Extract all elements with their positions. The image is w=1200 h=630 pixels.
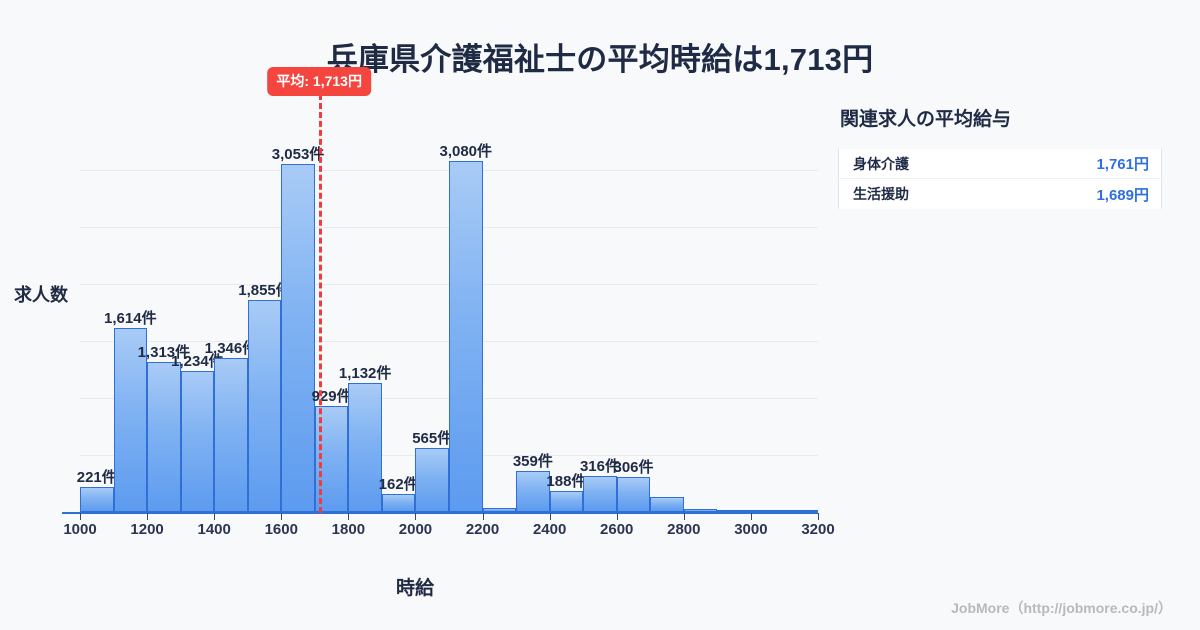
bar[interactable] [583,475,617,512]
bar-value-label: 316件 [579,457,620,475]
x-tick [147,513,149,520]
page-title: 兵庫県介護福祉士の平均時給は1,713円 [326,42,874,77]
bar[interactable] [549,490,584,512]
bar-value-label: 3,053件 [271,145,325,163]
bar-value-label: 1,346件 [204,340,258,358]
x-axis-title: 時給 [395,578,434,599]
mean-badge: 平均: 1,713円 [267,67,371,96]
bar[interactable] [281,163,315,512]
x-tick [549,513,551,520]
x-tick-label: 2800 [667,521,701,538]
bar-value-label: 1,132件 [338,364,392,382]
bar-value-label: 1,313件 [137,344,191,362]
bar-value-label: 162件 [378,475,419,493]
salary-value: 1,689円 [1096,186,1149,204]
mean-line [319,94,323,513]
bar-value-label: 359件 [512,453,553,471]
related-salary-table: 身体介護 1,761円生活援助 1,689円 [838,149,1162,209]
bar[interactable] [650,496,684,512]
x-tick [616,513,618,520]
bar[interactable] [180,371,215,512]
bar-value-label: 1,614件 [104,309,157,327]
bar[interactable] [348,382,382,512]
bar-value-label: 221件 [76,468,117,486]
x-tick [415,513,417,520]
x-tick-label: 1000 [63,521,97,538]
salary-category-label: 生活援助 [853,186,909,202]
bar-value-label: 1,855件 [238,282,291,300]
table-row[interactable]: 身体介護 1,761円 [839,149,1161,179]
bar[interactable] [113,327,148,512]
x-tick-label: 1400 [197,521,231,538]
bar[interactable] [147,362,181,512]
x-tick [281,513,283,520]
bar[interactable] [80,486,114,512]
bar-value-label: 3,080件 [439,142,493,160]
x-tick [750,513,752,520]
bar-value-label: 188件 [546,472,587,490]
bar-value-label: 1,234件 [171,353,224,371]
bar-value-label: 565件 [412,429,453,447]
x-tick-label: 2400 [532,521,567,538]
footer-watermark: JobMore（http://jobmore.co.jp/） [951,600,1172,616]
y-axis-title: 求人数 [14,285,68,305]
x-tick [818,513,819,520]
bar[interactable] [381,493,416,512]
bar[interactable] [482,507,517,512]
bar[interactable] [683,508,718,512]
x-tick-label: 1800 [331,521,366,538]
bar[interactable] [750,510,785,512]
bar[interactable] [247,300,282,512]
x-tick-label: 2600 [600,521,634,538]
x-axis-baseline [62,512,818,514]
bar[interactable] [784,510,818,512]
x-tick-label: 2000 [398,521,433,538]
bar-value-label: 929件 [311,388,352,406]
related-salary-panel: 関連求人の平均給与 身体介護 1,761円生活援助 1,689円 [838,104,1162,209]
plot-area: 221件 1,614件 1,313件 1,234件 1,346件 1,855件 3,053件… [62,67,835,538]
bar[interactable] [415,447,449,512]
salary-category-label: 身体介護 [853,155,909,172]
x-tick [348,513,350,520]
x-tick [683,513,685,520]
bar[interactable] [717,510,751,512]
x-tick [482,513,484,520]
x-tick-label: 2200 [465,521,500,538]
bar-value-label: 306件 [613,459,654,477]
x-tick-label: 3000 [734,521,768,538]
bar[interactable] [616,477,651,512]
x-tick [80,513,81,520]
table-row[interactable]: 生活援助 1,689円 [839,179,1161,209]
x-tick-label: 3200 [801,521,835,538]
bar[interactable] [516,471,550,512]
related-salary-title: 関連求人の平均給与 [840,109,1012,130]
salary-value: 1,761円 [1096,156,1149,173]
bar[interactable] [449,160,483,512]
x-tick-label: 1600 [264,521,298,538]
histogram-chart: 求人数 221件 1,614件 1,313件 1,234件 1,346件 1,855件 3,… [14,67,835,599]
x-tick [214,513,216,520]
bar[interactable] [214,358,248,512]
x-tick-label: 1200 [130,521,164,538]
